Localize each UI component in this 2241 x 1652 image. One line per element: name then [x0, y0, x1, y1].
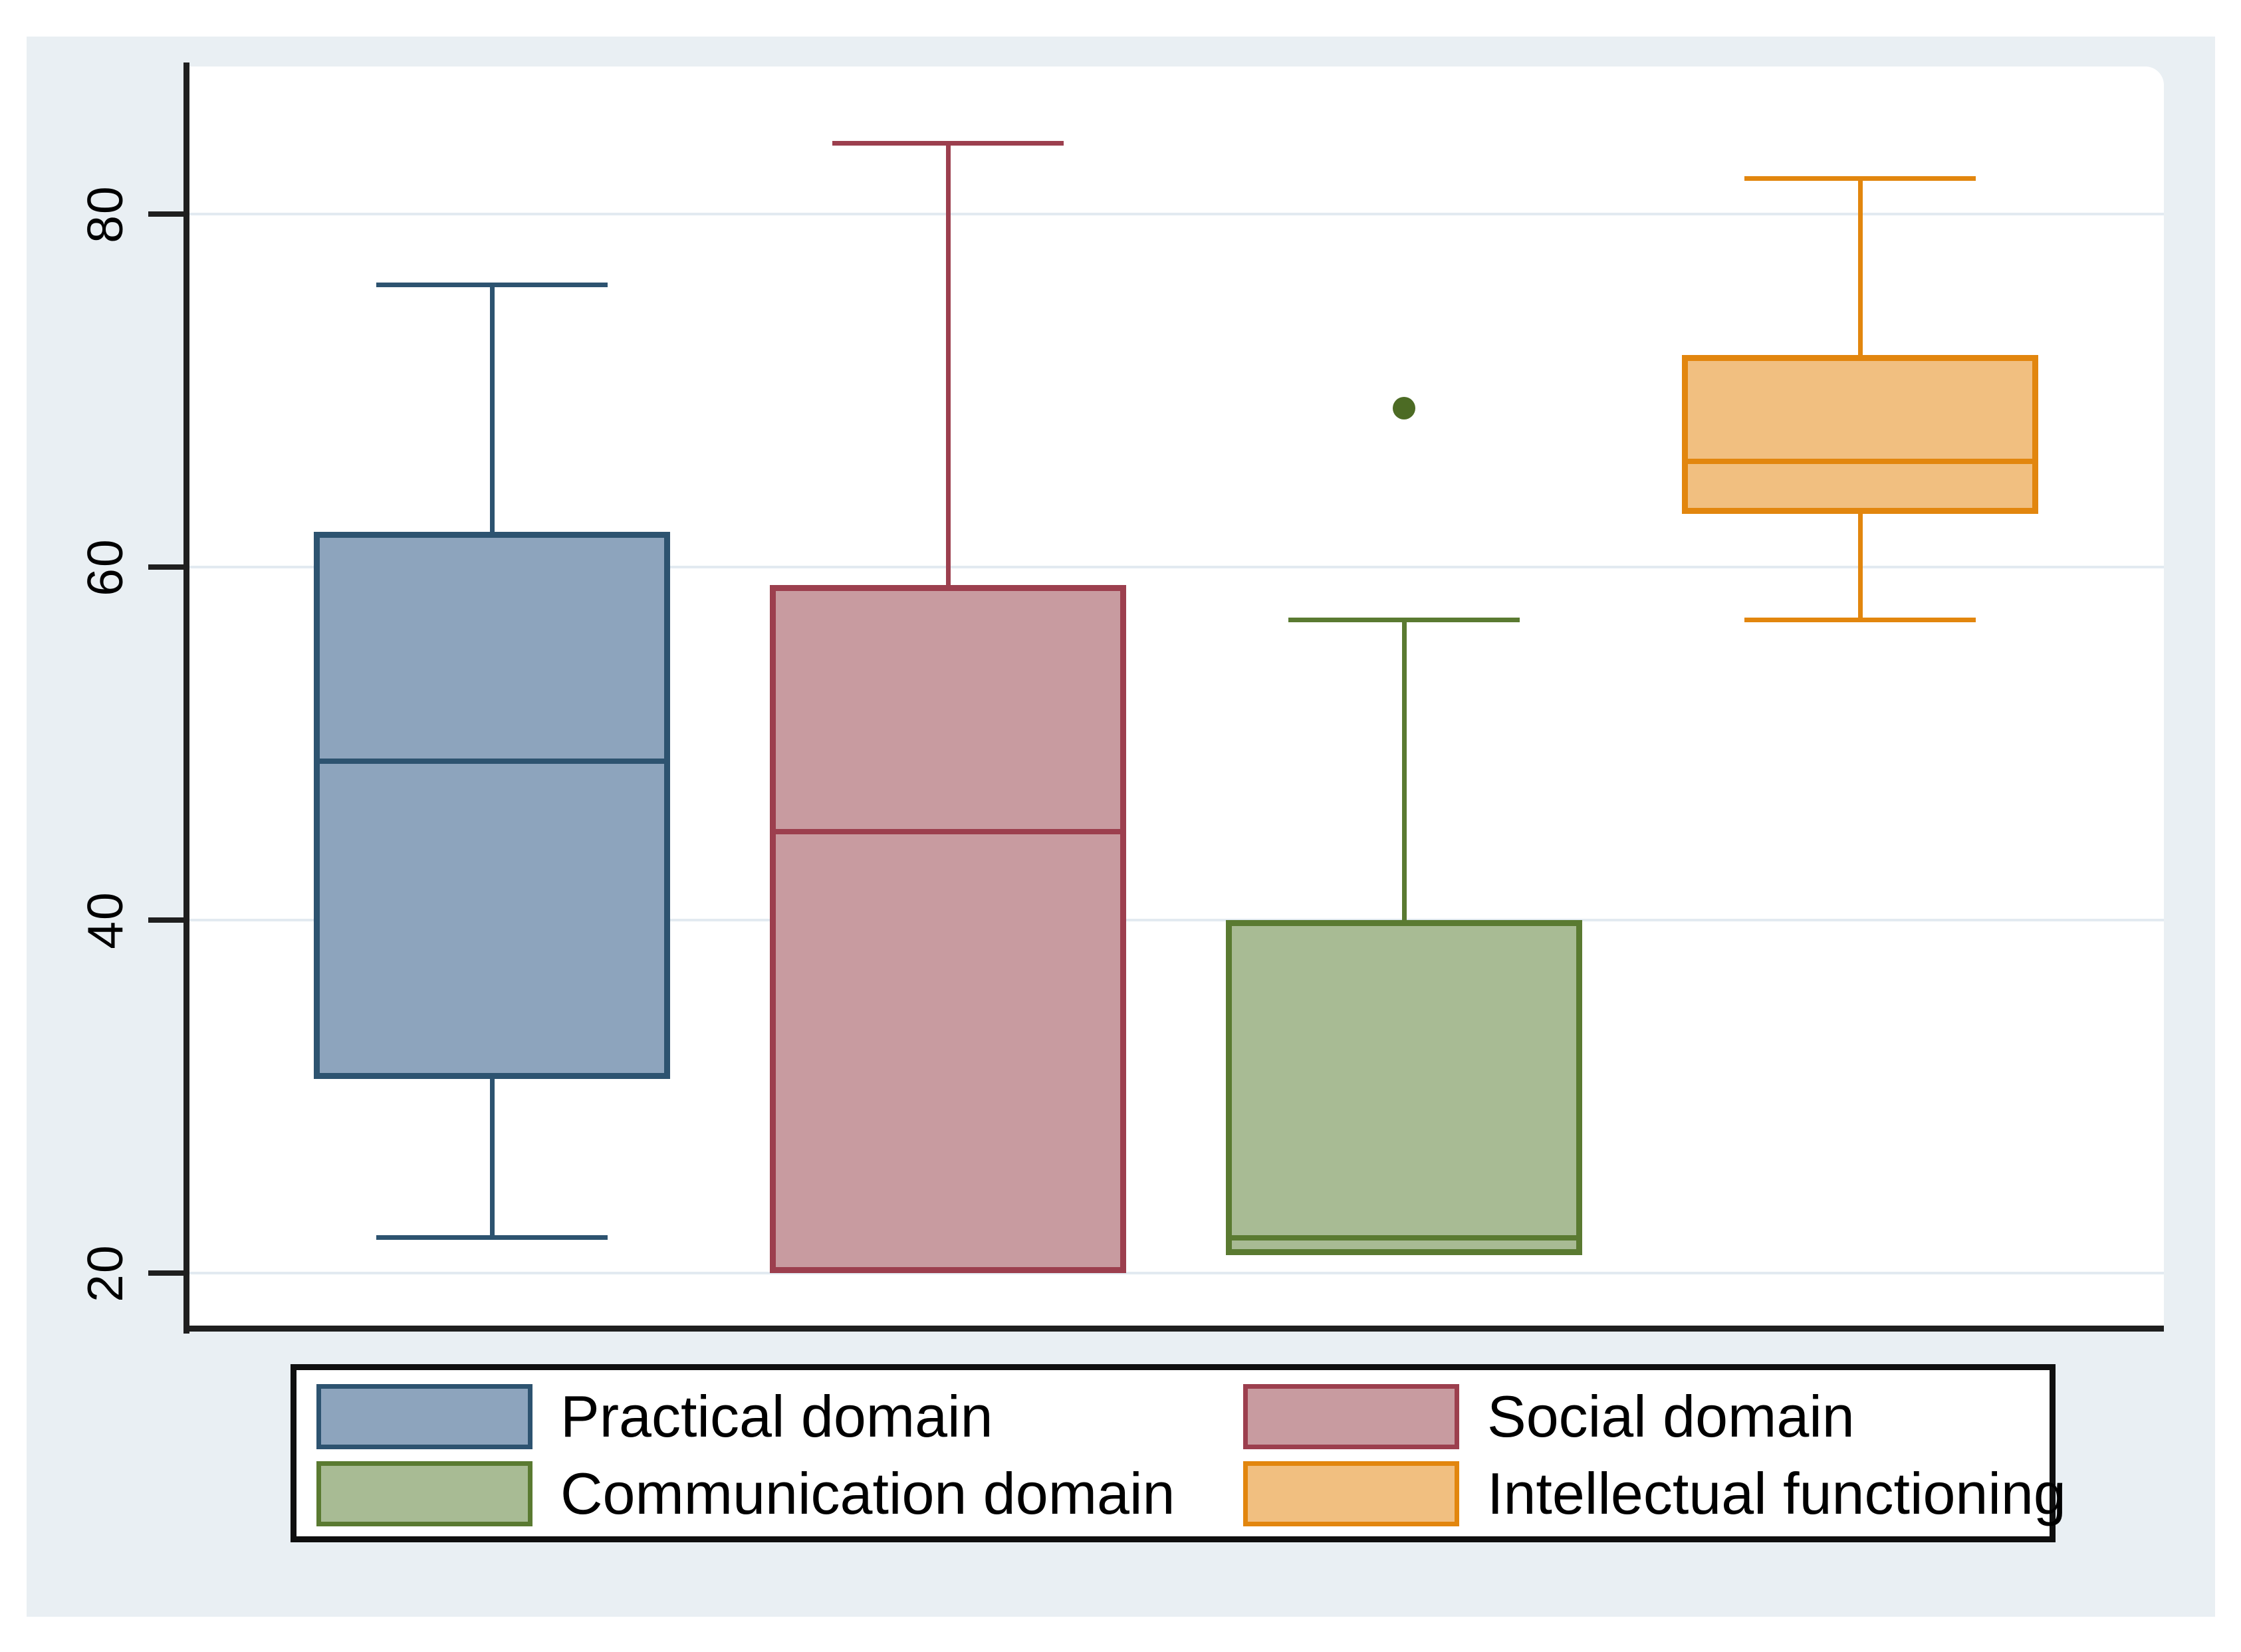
legend-item-practical-domain: Practical domain	[316, 1383, 1243, 1451]
y-axis-line	[183, 62, 189, 1334]
y-tick-label-40: 40	[77, 891, 133, 949]
legend-label-social-domain: Social domain	[1487, 1383, 1855, 1449]
legend-swatch-communication-domain	[316, 1461, 532, 1526]
legend-swatch-intellectual-functioning	[1243, 1461, 1459, 1526]
box-communication-domain	[1226, 920, 1582, 1256]
y-tick-60	[148, 564, 185, 570]
outlier-communication-domain-0	[1393, 397, 1415, 420]
y-tick-40	[148, 917, 185, 923]
box-intellectual-functioning	[1682, 355, 2038, 515]
y-tick-80	[148, 211, 185, 217]
upper-whisker-cap-intellectual-functioning	[1744, 176, 1976, 181]
median-practical-domain	[314, 759, 670, 765]
box-social-domain	[770, 584, 1126, 1273]
upper-whisker-cap-social-domain	[832, 141, 1064, 146]
legend-swatch-practical-domain	[316, 1384, 532, 1449]
upper-whisker-intellectual-functioning	[1857, 178, 1863, 356]
gridline-20	[187, 1272, 2164, 1274]
x-axis-line	[183, 1325, 2164, 1332]
legend-item-social-domain: Social domain	[1243, 1383, 2066, 1451]
upper-whisker-communication-domain	[1401, 620, 1407, 920]
y-tick-20	[148, 1270, 185, 1276]
median-social-domain	[770, 829, 1126, 835]
legend-swatch-social-domain	[1243, 1384, 1459, 1449]
legend-label-communication-domain: Communication domain	[560, 1461, 1175, 1526]
y-tick-label-60: 60	[77, 538, 133, 596]
y-tick-label-20: 20	[77, 1244, 133, 1302]
legend-item-communication-domain: Communication domain	[316, 1460, 1243, 1528]
legend-item-intellectual-functioning: Intellectual functioning	[1243, 1460, 2066, 1528]
upper-whisker-cap-practical-domain	[376, 282, 608, 287]
gridline-40	[187, 919, 2164, 921]
upper-whisker-cap-communication-domain	[1288, 618, 1520, 623]
gridline-80	[187, 213, 2164, 215]
gridline-60	[187, 566, 2164, 568]
legend-label-intellectual-functioning: Intellectual functioning	[1487, 1461, 2066, 1526]
median-intellectual-functioning	[1682, 458, 2038, 464]
legend: Practical domain Social domain Communica…	[291, 1364, 2066, 1542]
legend-label-practical-domain: Practical domain	[560, 1383, 993, 1449]
lower-whisker-cap-practical-domain	[376, 1235, 608, 1240]
box-practical-domain	[314, 531, 670, 1079]
y-tick-label-80: 80	[77, 185, 133, 243]
lower-whisker-intellectual-functioning	[1857, 514, 1863, 620]
upper-whisker-social-domain	[945, 143, 951, 585]
lower-whisker-practical-domain	[489, 1078, 495, 1238]
lower-whisker-cap-intellectual-functioning	[1744, 618, 1976, 623]
upper-whisker-practical-domain	[489, 285, 495, 532]
median-communication-domain	[1226, 1235, 1582, 1240]
